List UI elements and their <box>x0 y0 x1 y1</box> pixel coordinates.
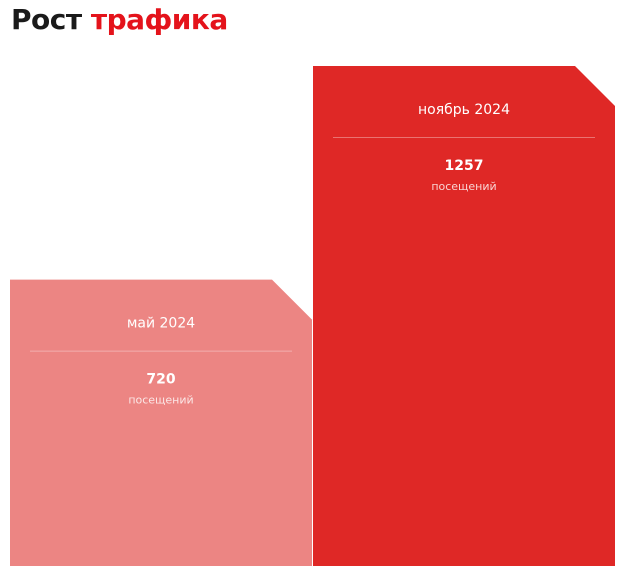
bar-unit-label: посещений <box>431 180 496 193</box>
bar-unit-label: посещений <box>128 394 193 407</box>
bar-group-2: ноябрь 2024 1257 посещений <box>313 66 615 566</box>
bar-1 <box>10 279 312 566</box>
bar-period-label: ноябрь 2024 <box>418 102 510 118</box>
page-title: Рост трафика <box>11 0 228 40</box>
bar-2 <box>313 66 615 566</box>
bar-value-label: 720 <box>146 372 175 388</box>
bar-group-1: май 2024 720 посещений <box>10 279 312 566</box>
bar-value-label: 1257 <box>445 158 484 174</box>
title-accent: трафика <box>90 3 228 36</box>
title-part1: Рост <box>11 3 82 36</box>
bar-period-label: май 2024 <box>127 316 195 332</box>
